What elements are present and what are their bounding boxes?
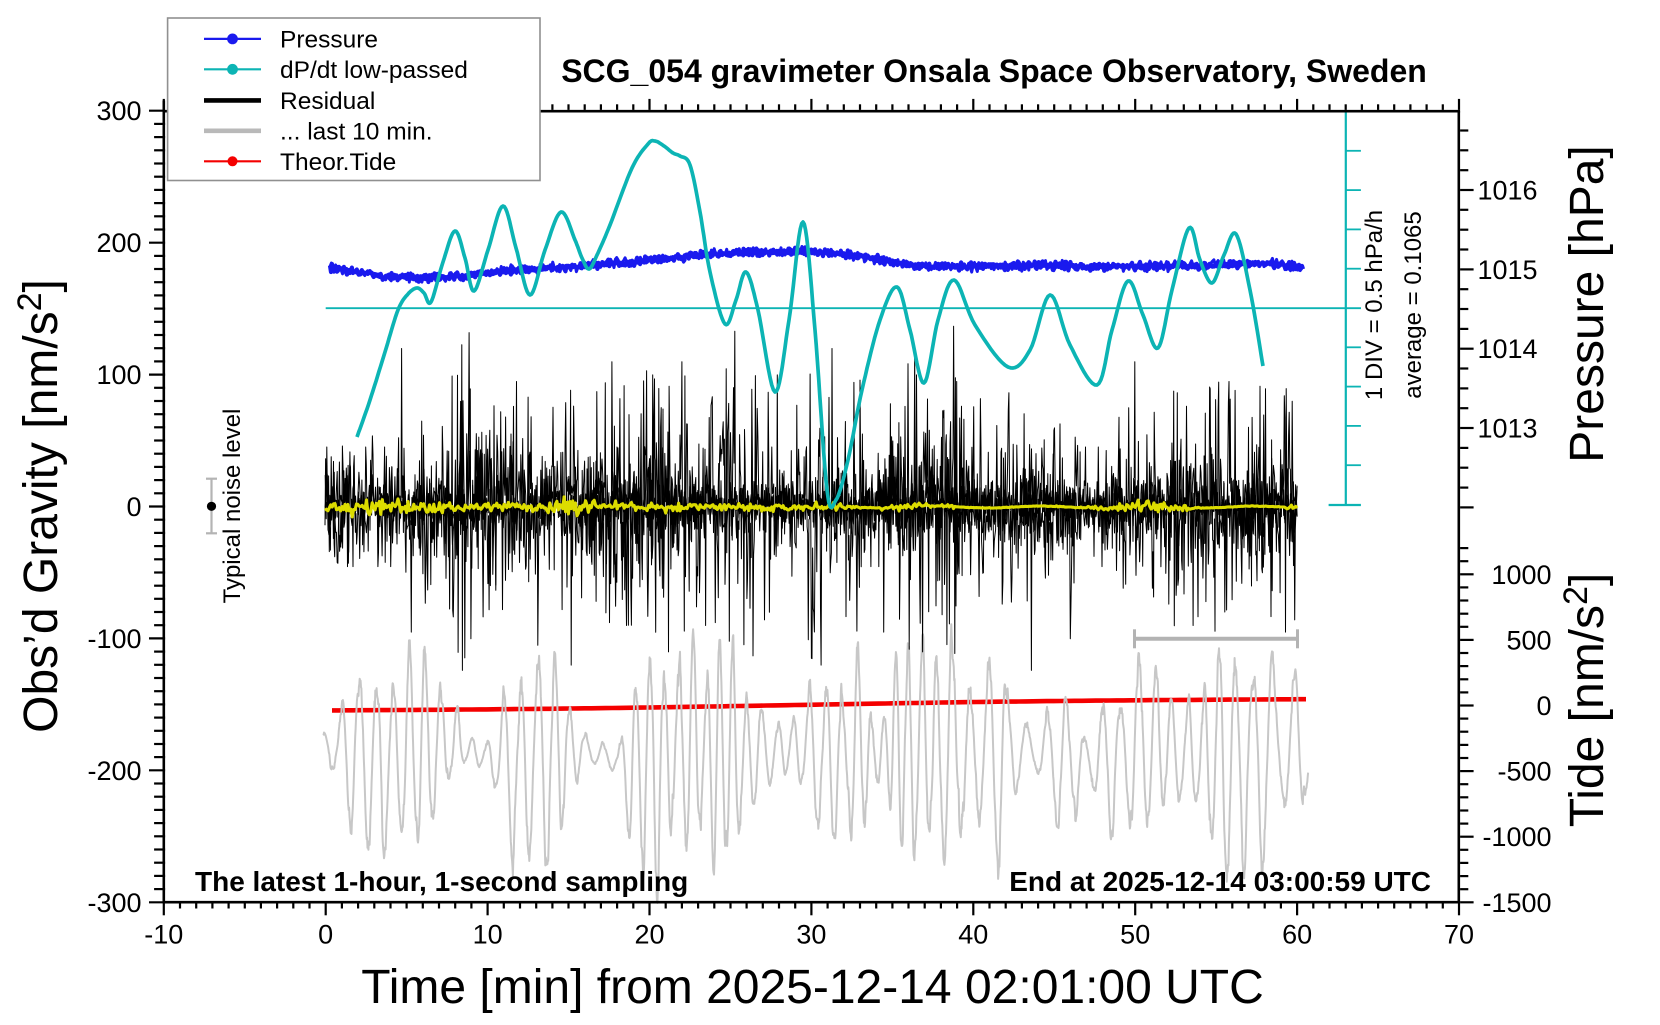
- svg-text:average = 0.1065: average = 0.1065: [1400, 211, 1427, 399]
- svg-text:20: 20: [634, 920, 664, 950]
- svg-text:100: 100: [96, 360, 141, 390]
- svg-text:Obs’d Gravity [nm/s2]: Obs’d Gravity [nm/s2]: [11, 279, 68, 733]
- svg-text:Pressure: Pressure: [280, 27, 378, 54]
- svg-text:Residual: Residual: [280, 88, 375, 115]
- svg-text:Time [min] from 2025-12-14 02:: Time [min] from 2025-12-14 02:01:00 UTC: [361, 961, 1264, 1014]
- svg-text:SCG_054 gravimeter Onsala Spac: SCG_054 gravimeter Onsala Space Observat…: [561, 53, 1427, 89]
- svg-text:-200: -200: [87, 756, 141, 786]
- svg-text:-10: -10: [144, 920, 183, 950]
- svg-text:1000: 1000: [1491, 560, 1551, 590]
- svg-text:Typical noise level: Typical noise level: [219, 409, 246, 604]
- svg-text:40: 40: [958, 920, 988, 950]
- svg-text:Tide [nm/s2]: Tide [nm/s2]: [1557, 573, 1614, 828]
- svg-text:1013: 1013: [1478, 414, 1538, 444]
- svg-text:1015: 1015: [1478, 255, 1538, 285]
- svg-text:70: 70: [1444, 920, 1474, 950]
- svg-text:1016: 1016: [1478, 176, 1538, 206]
- svg-text:500: 500: [1506, 625, 1551, 655]
- svg-text:dP/dt low-passed: dP/dt low-passed: [280, 57, 468, 84]
- svg-text:-1000: -1000: [1482, 822, 1551, 852]
- svg-text:-100: -100: [87, 624, 141, 654]
- svg-text:... last 10 min.: ... last 10 min.: [280, 119, 433, 146]
- svg-text:-1500: -1500: [1482, 888, 1551, 918]
- svg-text:30: 30: [796, 920, 826, 950]
- svg-text:Theor.Tide: Theor.Tide: [280, 149, 396, 176]
- svg-text:60: 60: [1282, 920, 1312, 950]
- svg-text:200: 200: [96, 228, 141, 258]
- svg-text:Pressure [hPa]: Pressure [hPa]: [1561, 145, 1614, 462]
- svg-text:-500: -500: [1497, 757, 1551, 787]
- svg-text:50: 50: [1120, 920, 1150, 950]
- svg-text:1 DIV = 0.5 hPa/h: 1 DIV = 0.5 hPa/h: [1361, 210, 1388, 400]
- svg-text:The latest 1-hour, 1-second sa: The latest 1-hour, 1-second sampling: [195, 866, 688, 897]
- svg-text:0: 0: [318, 920, 333, 950]
- svg-text:1014: 1014: [1478, 334, 1538, 364]
- svg-text:300: 300: [96, 96, 141, 126]
- svg-text:0: 0: [1536, 691, 1551, 721]
- svg-text:10: 10: [473, 920, 503, 950]
- svg-text:-300: -300: [87, 888, 141, 918]
- svg-text:0: 0: [126, 492, 141, 522]
- svg-text:End at 2025-12-14 03:00:59 UTC: End at 2025-12-14 03:00:59 UTC: [1009, 866, 1431, 897]
